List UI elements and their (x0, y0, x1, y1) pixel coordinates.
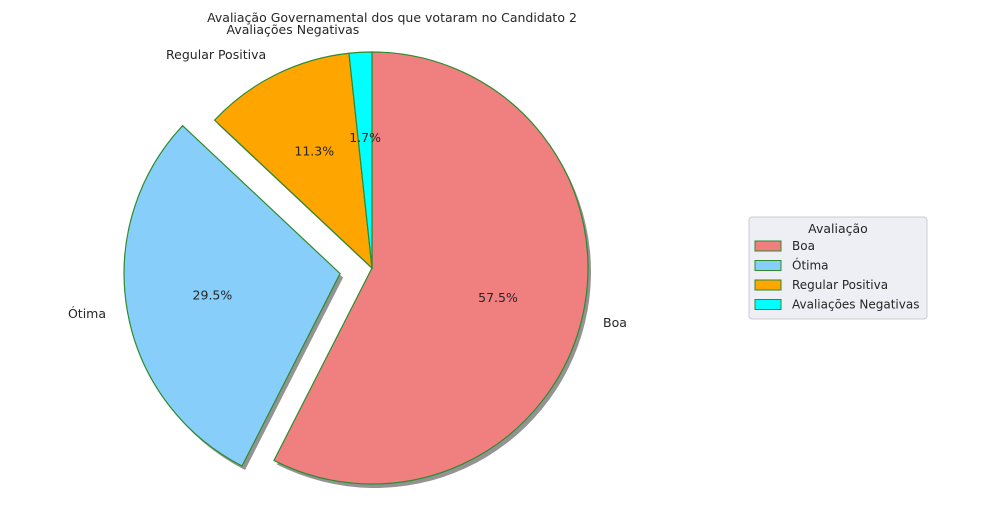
legend-label-regular-positiva: Regular Positiva (792, 278, 888, 292)
pie-percent-labels: 57.5% 29.5% 11.3% 1.7% (193, 130, 518, 305)
wedge-boa (273, 51, 589, 485)
chart-title: Avaliação Governamental dos que votaram … (207, 10, 577, 25)
percent-label-regular-positiva: 11.3% (294, 143, 334, 158)
wedge-avaliacoes-negativas (348, 51, 373, 269)
slice-label-avaliacoes-negativas: Avaliações Negativas (227, 22, 360, 37)
pie-slice-labels: Boa Ótima Regular Positiva Avaliações Negat… (68, 22, 627, 330)
legend-title: Avaliação (808, 221, 868, 236)
legend-items: Boa Ótima Regular Positiva Avaliações Negat… (754, 239, 919, 312)
legend-swatch-otima (754, 260, 782, 271)
wedge-regular-positiva (213, 52, 373, 270)
legend: Avaliação Boa Ótima Regular Positiva Avalia… (748, 216, 928, 320)
legend-swatch-regular-positiva (754, 279, 782, 291)
wedge-otima (123, 124, 341, 467)
legend-swatch-boa (754, 240, 782, 252)
percent-label-otima: 29.5% (193, 287, 233, 302)
pie-wedges (123, 51, 589, 485)
legend-swatch-avaliacoes-negativas (754, 299, 782, 310)
legend-label-boa: Boa (792, 239, 815, 253)
slice-label-boa: Boa (603, 315, 627, 330)
legend-label-avaliacoes-negativas: Avaliações Negativas (792, 298, 919, 312)
slice-label-otima: Ótima (68, 306, 106, 321)
legend-frame (748, 216, 928, 320)
percent-label-avaliacoes-negativas: 1.7% (349, 130, 381, 145)
legend-label-otima: Ótima (792, 258, 829, 273)
slice-label-regular-positiva: Regular Positiva (166, 47, 266, 62)
percent-label-boa: 57.5% (478, 290, 518, 305)
